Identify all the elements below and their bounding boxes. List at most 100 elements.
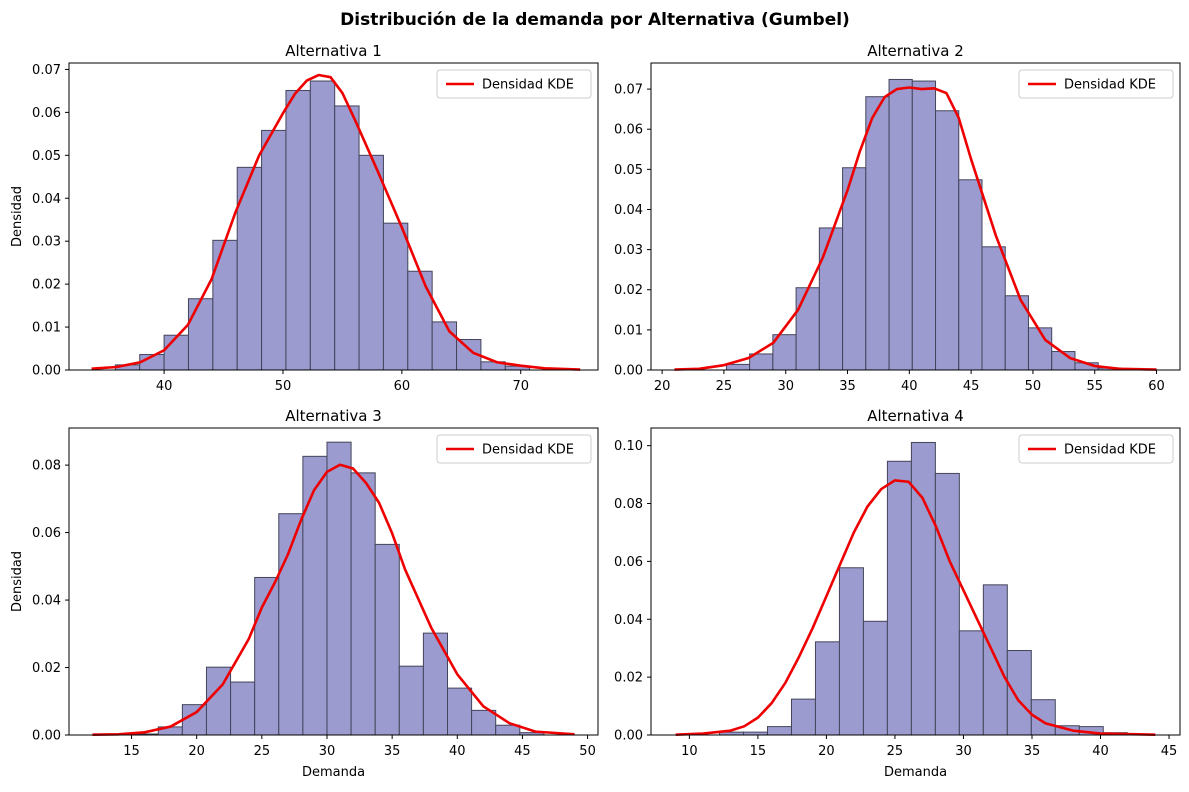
x-axis-label: Demanda — [302, 765, 365, 780]
y-tick-label: 0.00 — [32, 364, 61, 379]
histogram-bar — [358, 154, 384, 371]
x-tick-label: 50 — [275, 379, 292, 394]
x-tick-label: 60 — [1148, 379, 1165, 394]
y-axis-label: Densidad — [10, 186, 25, 247]
x-tick-label: 10 — [681, 744, 698, 759]
histogram-bar — [278, 513, 304, 736]
x-tick-label: 40 — [1092, 744, 1109, 759]
histogram-bar — [471, 709, 497, 736]
legend-box — [1018, 69, 1174, 99]
legend: Densidad KDE — [1018, 69, 1174, 99]
histogram-bar — [212, 239, 238, 371]
histogram-bar — [958, 179, 983, 371]
subplot-title: Alternativa 4 — [867, 407, 964, 425]
y-tick-label: 0.05 — [32, 149, 61, 164]
kde-density-line — [675, 479, 1156, 737]
histogram-bar — [187, 298, 214, 371]
legend-label: Densidad KDE — [482, 78, 574, 93]
legend-box — [436, 69, 592, 99]
subplot-3: 15 20 25 30 35 40 45 50 0.00 0.02 0.04 0.06 0.08 Alte… — [10, 407, 599, 780]
histogram-bar — [398, 665, 424, 736]
histogram-bar — [382, 222, 409, 371]
y-tick-label: 0.00 — [614, 364, 643, 379]
y-tick-label: 0.06 — [32, 106, 61, 121]
histogram-bar — [862, 620, 888, 736]
histogram-bar — [1006, 650, 1032, 736]
figure-suptitle: Distribución de la demanda por Alternati… — [340, 10, 850, 30]
histogram-bar — [818, 227, 844, 371]
y-tick-label: 0.08 — [614, 497, 643, 512]
y-axis-label: Densidad — [10, 551, 25, 612]
y-tick-label: 0.10 — [614, 439, 643, 454]
legend-label: Densidad KDE — [482, 443, 574, 458]
y-tick-label: 0.04 — [614, 203, 643, 218]
histogram-bar — [814, 641, 840, 736]
x-tick-label: 40 — [449, 744, 466, 759]
legend: Densidad KDE — [1018, 434, 1174, 464]
x-tick-label: 15 — [123, 744, 140, 759]
histogram-bar — [230, 681, 256, 736]
histogram-bar — [261, 129, 287, 371]
x-tick-label: 70 — [512, 379, 529, 394]
histogram-bar — [302, 455, 328, 736]
y-tick-label: 0.07 — [614, 83, 643, 98]
y-tick-label: 0.02 — [614, 283, 643, 298]
y-tick-label: 0.05 — [614, 163, 643, 178]
y-tick-label: 0.02 — [32, 661, 61, 676]
x-tick-label: 50 — [579, 744, 596, 759]
histogram-bar — [838, 567, 864, 736]
y-tick-label: 0.04 — [32, 594, 61, 609]
histogram-bars — [725, 78, 1122, 371]
histogram-bar — [374, 543, 400, 736]
legend-label: Densidad KDE — [1064, 78, 1156, 93]
x-tick-label: 30 — [777, 379, 794, 394]
y-tick-label: 0.02 — [32, 278, 61, 293]
y-tick-label: 0.08 — [32, 459, 61, 474]
histogram-bar — [725, 363, 751, 371]
x-tick-label: 25 — [716, 379, 733, 394]
axes-frame — [68, 427, 599, 736]
subplot-2: 20 25 30 35 40 45 50 55 60 0.00 0.01 0.02 0.03 0.04 0.… — [614, 42, 1181, 394]
x-tick-label: 40 — [156, 379, 173, 394]
x-tick-label: 45 — [963, 379, 980, 394]
kde-density-line — [91, 73, 581, 371]
histogram-bar — [888, 78, 913, 371]
x-tick-label: 35 — [1024, 744, 1041, 759]
histogram-bar — [334, 105, 360, 371]
histogram-bar — [934, 472, 960, 736]
y-tick-label: 0.06 — [614, 123, 643, 138]
y-tick-label: 0.06 — [32, 526, 61, 541]
histogram-bar — [326, 441, 352, 736]
kde-density-line — [92, 463, 575, 736]
subplot-title: Alternativa 1 — [285, 42, 382, 60]
x-tick-label: 60 — [394, 379, 411, 394]
histogram-bar — [254, 576, 280, 736]
histogram-bar — [309, 80, 336, 371]
y-tick-label: 0.04 — [32, 192, 61, 207]
x-tick-label: 40 — [901, 379, 918, 394]
subplot-4: 10 15 20 25 30 35 40 45 0.00 0.02 0.04 0.06 0.08 0.10… — [614, 407, 1181, 780]
axes-frame — [68, 62, 599, 371]
legend-box — [436, 434, 592, 464]
x-tick-label: 45 — [1161, 744, 1178, 759]
legend: Densidad KDE — [436, 69, 592, 99]
y-tick-label: 0.00 — [32, 729, 61, 744]
x-tick-label: 20 — [818, 744, 835, 759]
x-tick-label: 30 — [319, 744, 336, 759]
subplot-grid: 40 50 60 70 0.00 0.01 0.02 0.03 0.04 0.05 0.06 0.07… — [10, 42, 1181, 780]
y-tick-label: 0.06 — [614, 555, 643, 570]
x-tick-label: 20 — [188, 744, 205, 759]
histogram-bar — [865, 96, 890, 371]
histogram-bar — [795, 287, 820, 371]
histogram-bar — [958, 630, 984, 736]
kde-density-line — [674, 86, 1157, 371]
legend-box — [1018, 434, 1174, 464]
y-tick-label: 0.01 — [32, 321, 61, 336]
histogram-bar — [1027, 327, 1053, 371]
subplot-1: 40 50 60 70 0.00 0.01 0.02 0.03 0.04 0.05 0.06 0.07… — [10, 42, 599, 394]
y-tick-label: 0.03 — [32, 235, 61, 250]
axes-frame — [650, 62, 1181, 371]
y-tick-label: 0.02 — [614, 671, 643, 686]
histogram-bars — [114, 80, 531, 371]
